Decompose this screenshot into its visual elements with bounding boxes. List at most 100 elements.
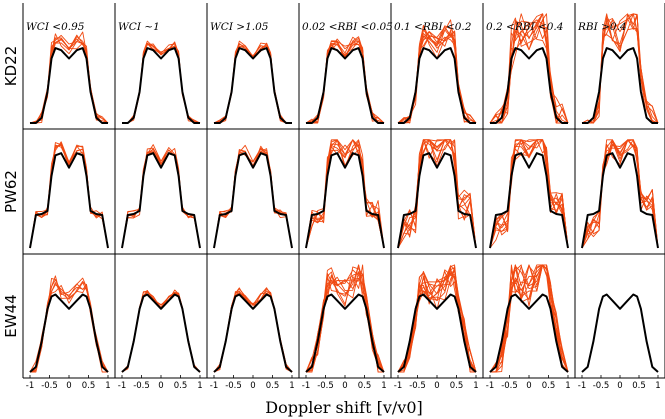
variant-line <box>122 40 201 124</box>
variant-line <box>489 139 569 249</box>
panel-ew44-5 <box>489 264 569 373</box>
variant-line <box>305 143 385 249</box>
variant-line <box>121 150 201 249</box>
variant-line <box>29 143 109 249</box>
variant-line <box>306 41 385 124</box>
panel-pw62-1 <box>121 144 201 249</box>
variant-line <box>582 13 659 124</box>
variant-line <box>582 13 659 124</box>
variant-line <box>29 144 109 249</box>
panel-pw62-6 <box>581 139 659 249</box>
reference-line <box>490 47 568 124</box>
variant-line <box>121 144 201 249</box>
reference-line <box>305 293 385 373</box>
variant-line <box>305 37 384 124</box>
variant-line <box>490 264 569 373</box>
x-tick-label: 1 <box>565 381 570 391</box>
x-tick-label: -1 <box>26 381 34 391</box>
reference-line <box>581 293 659 373</box>
variant-line <box>121 290 201 373</box>
x-tick-label: -1 <box>578 381 586 391</box>
variant-line <box>121 289 201 373</box>
variant-line <box>305 36 385 124</box>
variant-line <box>397 139 477 249</box>
column-label: WCI >1.05 <box>210 21 269 33</box>
x-tick-label: -0.5 <box>501 381 518 391</box>
panel-kd22-6 <box>581 13 659 124</box>
variant-line <box>305 139 385 249</box>
x-tick-label: 0 <box>66 381 71 391</box>
variant-line <box>489 264 569 373</box>
x-tick-label: -1 <box>118 381 126 391</box>
variant-line <box>489 139 569 249</box>
variant-line <box>397 139 477 249</box>
x-tick-label: 0.5 <box>632 381 646 391</box>
variant-line <box>305 139 385 249</box>
reference-line <box>122 47 200 124</box>
variant-line <box>30 37 108 124</box>
variant-line <box>581 139 659 249</box>
variant-line <box>581 139 659 249</box>
reference-line <box>397 293 477 373</box>
panel-ew44-6 <box>581 293 659 373</box>
variant-line <box>29 282 109 373</box>
variant-line <box>213 288 293 373</box>
panel-ew44-4 <box>397 264 477 373</box>
x-tick-label: 0 <box>526 381 531 391</box>
variant-line <box>305 144 385 249</box>
x-tick-label: 1 <box>473 381 478 391</box>
variant-line <box>30 36 108 124</box>
variant-line <box>489 139 569 249</box>
variant-line <box>213 290 293 373</box>
reference-line <box>489 293 569 373</box>
variant-line <box>29 141 109 249</box>
variant-line <box>213 43 292 124</box>
variant-line <box>29 275 109 373</box>
panel-kd22-2 <box>213 40 293 124</box>
panel-kd22-1 <box>121 40 201 124</box>
variant-line <box>29 142 109 249</box>
x-tick-label: 0.5 <box>358 381 372 391</box>
reference-line <box>581 152 659 249</box>
x-tick-label: -0.5 <box>41 381 58 391</box>
variant-line <box>29 144 109 249</box>
variant-line <box>121 290 201 373</box>
x-tick-label: -1 <box>302 381 310 391</box>
reference-line <box>582 47 658 124</box>
variant-line <box>305 139 385 249</box>
variant-line <box>213 288 293 373</box>
panel-pw62-0 <box>29 141 109 249</box>
variant-line <box>397 139 477 249</box>
variant-line <box>397 139 477 249</box>
variant-line <box>29 279 108 373</box>
x-tick-label: 0 <box>434 381 439 391</box>
x-tick-label: -0.5 <box>593 381 610 391</box>
labels-layer: WCI <0.95 WCI ~1 WCI >1.05 0.02 <RBI <0.05 0… <box>2 3 665 417</box>
variant-line <box>121 149 201 249</box>
panel-kd22-3 <box>305 36 385 124</box>
x-tick-label: 0.5 <box>266 381 280 391</box>
variant-line <box>213 287 293 373</box>
panel-kd22-0 <box>29 31 109 124</box>
x-tick-label: -1 <box>394 381 402 391</box>
x-tick-label: 0.5 <box>174 381 188 391</box>
reference-line <box>121 152 201 249</box>
x-tick-label: 1 <box>655 381 660 391</box>
x-tick-label: 1 <box>197 381 202 391</box>
x-tick-label: 0.5 <box>542 381 556 391</box>
variant-line <box>581 139 659 249</box>
x-tick-label: 0 <box>250 381 255 391</box>
variant-line <box>305 273 385 373</box>
column-label: RBI >0.4 <box>577 21 627 33</box>
x-tick-label: 0 <box>617 381 622 391</box>
reference-line <box>29 293 109 373</box>
x-tick-label: -1 <box>210 381 218 391</box>
variant-line <box>29 38 109 124</box>
x-tick-label: 1 <box>289 381 294 391</box>
panel-pw62-3 <box>305 139 385 249</box>
variant-line <box>305 269 384 373</box>
variant-line <box>29 34 109 124</box>
x-tick-label: -0.5 <box>317 381 334 391</box>
x-tick-label: 1 <box>105 381 110 391</box>
